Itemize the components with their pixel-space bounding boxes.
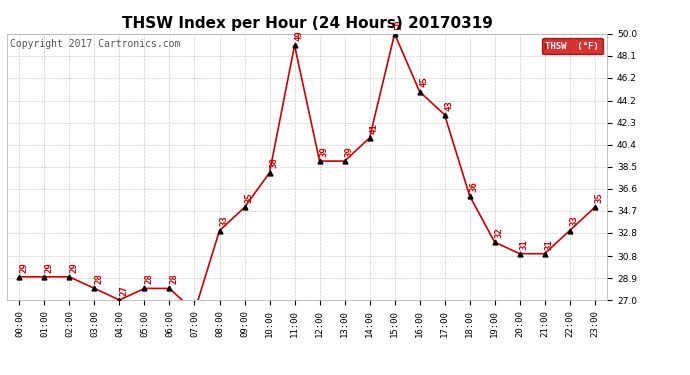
Text: 36: 36 <box>469 181 478 192</box>
Title: THSW Index per Hour (24 Hours) 20170319: THSW Index per Hour (24 Hours) 20170319 <box>121 16 493 31</box>
Text: 31: 31 <box>520 239 529 249</box>
Text: 35: 35 <box>594 192 603 203</box>
Text: 33: 33 <box>219 216 228 226</box>
Text: 49: 49 <box>294 30 303 41</box>
Text: 38: 38 <box>269 158 278 168</box>
Text: 35: 35 <box>244 192 253 203</box>
Text: 29: 29 <box>44 262 53 273</box>
Text: Copyright 2017 Cartronics.com: Copyright 2017 Cartronics.com <box>10 39 180 49</box>
Text: 31: 31 <box>544 239 553 249</box>
Text: 26: 26 <box>0 374 1 375</box>
Text: 39: 39 <box>344 146 353 157</box>
Text: 45: 45 <box>420 77 428 87</box>
Legend: THSW  (°F): THSW (°F) <box>542 38 602 54</box>
Text: 41: 41 <box>369 123 378 134</box>
Text: 29: 29 <box>19 262 28 273</box>
Text: 29: 29 <box>69 262 78 273</box>
Text: 28: 28 <box>169 273 178 284</box>
Text: 32: 32 <box>494 227 503 238</box>
Text: 39: 39 <box>319 146 328 157</box>
Text: 43: 43 <box>444 100 453 111</box>
Text: 33: 33 <box>569 216 578 226</box>
Text: 28: 28 <box>144 273 153 284</box>
Text: 50: 50 <box>394 19 403 30</box>
Text: 27: 27 <box>119 285 128 296</box>
Text: 28: 28 <box>94 273 103 284</box>
